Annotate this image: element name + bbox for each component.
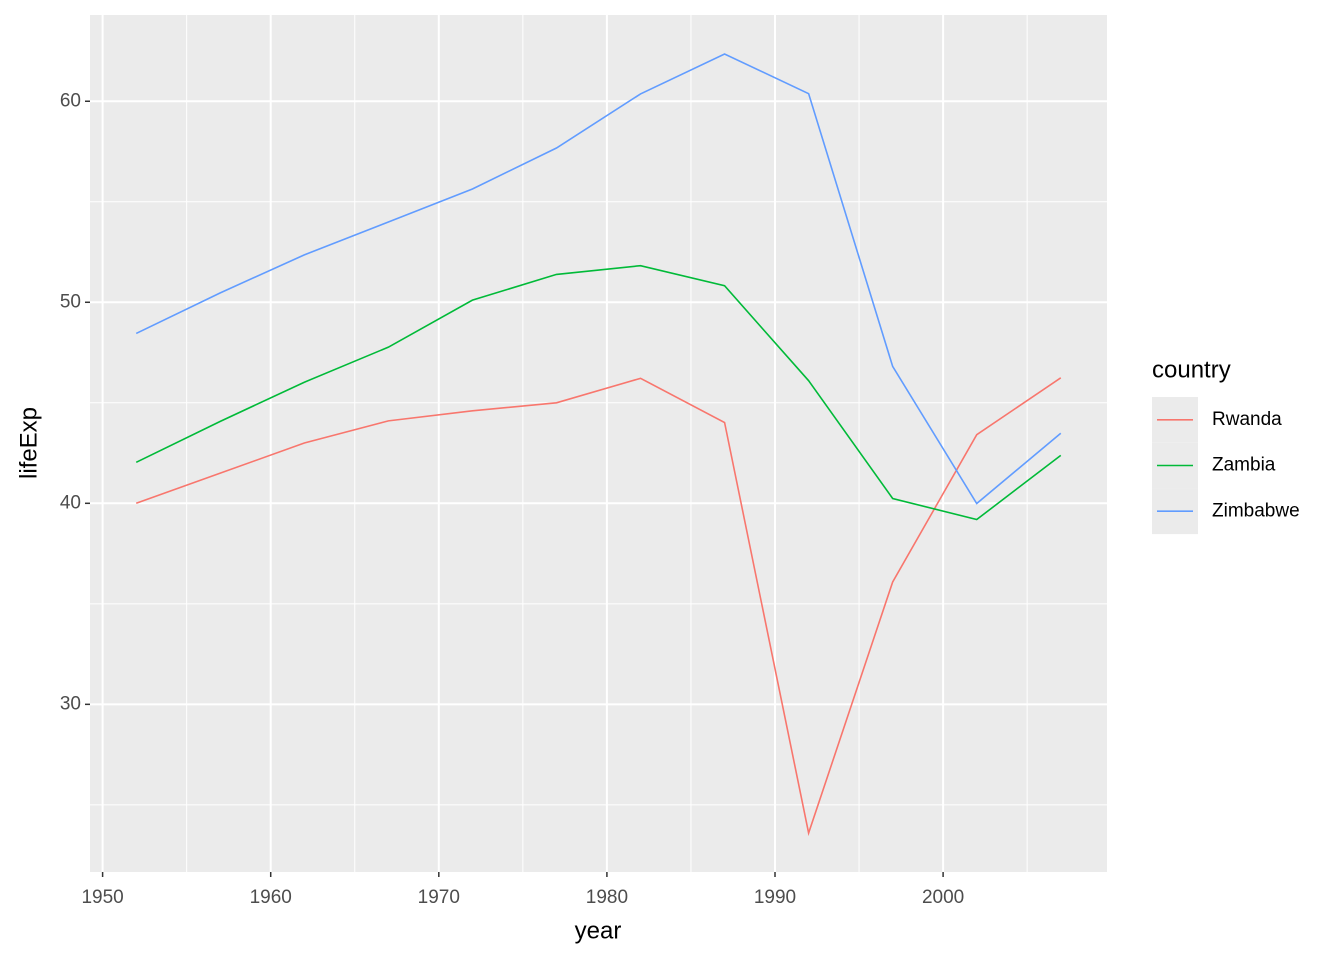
y-axis-title: lifeExp: [15, 407, 42, 479]
panel: [90, 15, 1107, 872]
x-tick-label: 1950: [81, 887, 123, 908]
series-line: [135, 377, 1062, 837]
legend-label: Zimbabwe: [1212, 500, 1300, 521]
legend-title: country: [1152, 356, 1231, 383]
x-tick-label: 1980: [586, 887, 628, 908]
x-tick-label: 1970: [418, 887, 460, 908]
y-tick-label: 50: [60, 291, 81, 312]
x-tick-label: 1960: [250, 887, 292, 908]
y-tick-label: 60: [60, 90, 81, 111]
legend-label: Zambia: [1212, 455, 1276, 476]
y-tick-label: 40: [60, 492, 81, 513]
x-tick-label: 2000: [922, 887, 964, 908]
series-line: [135, 264, 1062, 521]
y-tick-label: 30: [60, 693, 81, 714]
x-tick-label: 1990: [754, 887, 796, 908]
x-axis-title: year: [575, 917, 622, 944]
series-line: [135, 53, 1062, 505]
legend-label: Rwanda: [1212, 409, 1282, 430]
